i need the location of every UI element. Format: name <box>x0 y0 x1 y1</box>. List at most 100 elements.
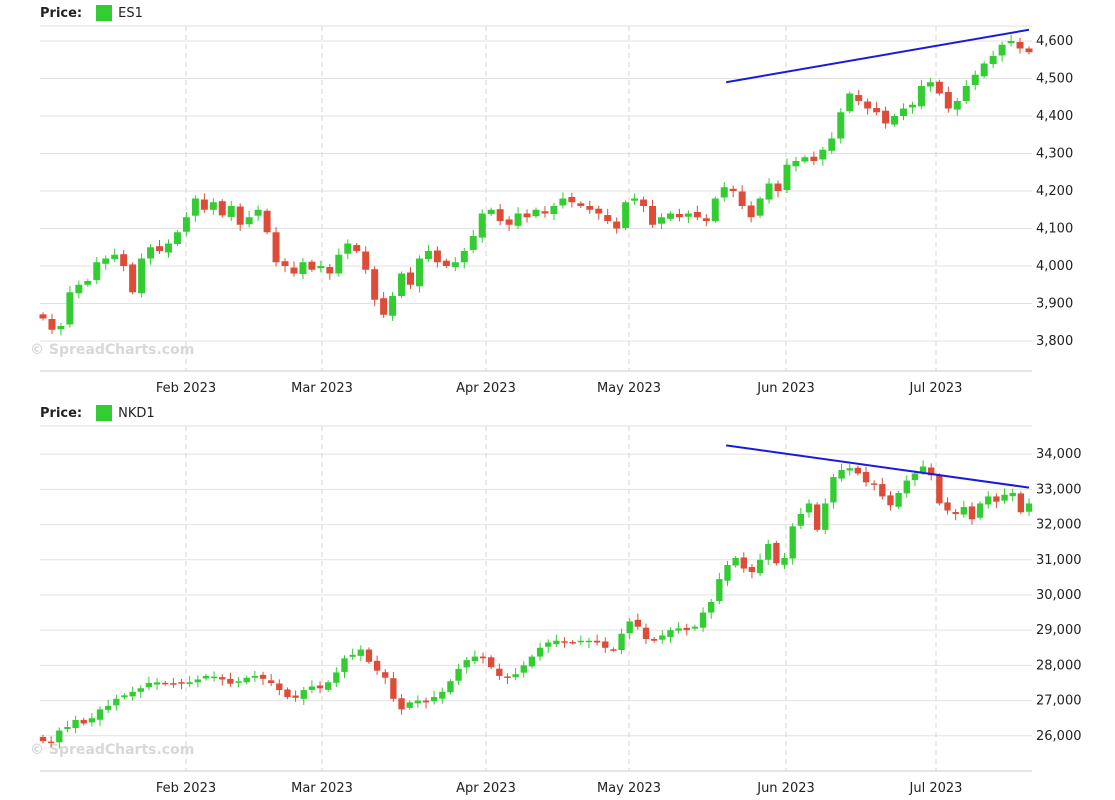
candle-body <box>243 677 250 683</box>
candle-body <box>455 668 462 681</box>
es1-legend-series[interactable]: ES1 <box>118 5 143 21</box>
watermark: © SpreadCharts.com <box>30 742 194 758</box>
candle-body <box>846 468 853 471</box>
y-tick-label: 4,300 <box>1036 147 1073 162</box>
candle-body <box>675 628 682 631</box>
candle-body <box>550 206 558 215</box>
candle-body <box>1009 492 1016 497</box>
candle-body <box>585 640 593 643</box>
candle-body <box>56 730 63 743</box>
candle-body <box>944 91 952 109</box>
candle-body <box>316 685 324 689</box>
candle-body <box>604 215 612 221</box>
candle-body <box>935 81 943 94</box>
candle-body <box>300 690 307 699</box>
candle-body <box>805 503 813 513</box>
candle-body <box>317 266 325 269</box>
es1-legend-label: Price: <box>40 5 83 21</box>
y-tick-label: 4,100 <box>1036 222 1073 237</box>
candle-body <box>593 640 601 643</box>
y-tick-label: 34,000 <box>1036 447 1082 462</box>
candle-body <box>254 209 262 216</box>
candle-body <box>326 267 334 274</box>
candle-body <box>895 492 902 507</box>
candle-body <box>642 627 650 639</box>
candle-body <box>365 649 373 662</box>
candle-body <box>341 658 348 672</box>
candle-body <box>182 217 190 232</box>
candle-body <box>447 681 454 693</box>
candle-body <box>640 199 648 206</box>
y-tick-label: 4,200 <box>1036 184 1073 199</box>
candle-body <box>985 496 992 505</box>
candle-body <box>415 258 423 287</box>
candle-body <box>855 95 863 101</box>
x-tick-label: Jul 2023 <box>909 781 963 796</box>
candle-body <box>870 483 878 485</box>
y-tick-label: 32,000 <box>1036 518 1082 533</box>
candle-body <box>813 504 821 530</box>
candle-body <box>424 251 432 260</box>
nkd1-legend-label: Price: <box>40 405 83 421</box>
nkd1-legend-swatch <box>96 405 113 421</box>
candle-body <box>263 210 271 233</box>
candle-body <box>120 254 128 266</box>
candle-body <box>838 470 845 479</box>
nkd1-legend-series[interactable]: NKD1 <box>118 405 155 421</box>
candle-body <box>84 281 92 285</box>
candle-body <box>153 682 161 685</box>
candle-body <box>460 251 468 263</box>
candle-body <box>235 681 242 683</box>
candle-body <box>147 247 155 259</box>
candle-body <box>442 260 450 266</box>
candle-body <box>928 467 935 476</box>
trendline <box>726 444 1030 489</box>
es1-legend: Price: ES1 <box>40 4 143 22</box>
candle-body <box>173 232 181 245</box>
candle-body <box>882 110 890 124</box>
candle-body <box>202 675 210 679</box>
candle-body <box>1016 42 1024 49</box>
candle-body <box>236 206 244 225</box>
candle-body <box>469 236 477 250</box>
candle-body <box>595 208 603 214</box>
candle-body <box>732 558 739 566</box>
candle-body <box>1007 41 1015 44</box>
x-tick-label: Feb 2023 <box>156 381 216 396</box>
candle-body <box>514 213 522 226</box>
candle-body <box>711 198 719 221</box>
candle-body <box>194 679 202 683</box>
candle-body <box>650 638 658 641</box>
candle-body <box>618 633 625 651</box>
nkd1-candlestick-chart: 26,000 27,000 28,000 29,000 30,000 31,000 32,0… <box>30 425 1082 796</box>
candle-body <box>699 612 707 628</box>
x-tick-label: Mar 2023 <box>291 781 353 796</box>
candle-body <box>586 206 594 210</box>
candle-body <box>276 683 283 691</box>
candle-body <box>903 480 910 494</box>
candle-body <box>626 621 633 634</box>
candle-body <box>406 702 413 708</box>
candle-body <box>451 262 459 268</box>
es1-legend-swatch <box>96 5 113 21</box>
candle-body <box>433 250 441 263</box>
candle-body <box>380 298 388 315</box>
candle-body <box>953 101 961 110</box>
candle-body <box>389 296 397 316</box>
candle-body <box>900 108 908 116</box>
candle-body <box>716 579 723 601</box>
candle-body <box>569 641 576 644</box>
candle-body <box>613 221 621 229</box>
y-tick-label: 3,800 <box>1036 334 1073 349</box>
x-tick-label: Feb 2023 <box>156 781 216 796</box>
candle-body <box>887 495 894 506</box>
candle-body <box>478 213 486 238</box>
candle-body <box>267 680 275 683</box>
candle-body <box>353 245 361 251</box>
candle-body <box>39 736 47 742</box>
candle-body <box>729 188 737 191</box>
candle-body <box>610 649 617 651</box>
candle-body <box>284 689 291 698</box>
x-tick-label: Jun 2023 <box>756 381 815 396</box>
candle-body <box>1017 493 1025 513</box>
